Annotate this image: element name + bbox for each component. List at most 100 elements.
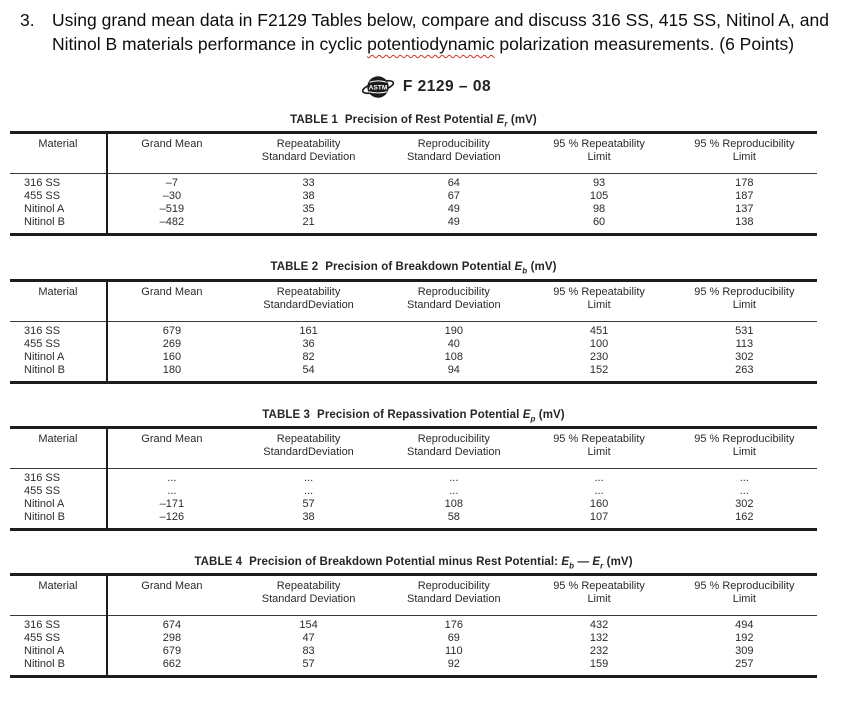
- column-header-line1: Reproducibility: [417, 285, 490, 298]
- column-header-line1: 95 % Reproducibility: [694, 285, 795, 298]
- value-cell: 36: [302, 337, 315, 350]
- column-header-line1: Repeatability: [276, 580, 341, 593]
- column-header-line2: Standard Deviation: [407, 445, 501, 458]
- column-header-line1: Reproducibility: [417, 580, 490, 593]
- material-cell: Nitinol B: [10, 363, 108, 383]
- table-row: Nitinol A –171 57 108 160 302: [10, 497, 817, 511]
- formula-symbol: E: [561, 555, 570, 568]
- header-row: Material Grand Mean Repeatability Standard …: [10, 574, 817, 617]
- value-cell: 432: [589, 619, 609, 632]
- column-header-line1: Repeatability: [276, 138, 341, 151]
- table-body: 316 SS –7 33 64 93 178 455 SS –30 38 67 105 187 Niti…: [10, 173, 817, 235]
- table-body: 316 SS 674 154 176 432 494 455 SS 298 47 69 132 192…: [10, 615, 817, 677]
- column-header-line2: Standard Deviation: [407, 151, 501, 164]
- value-cell: 298: [162, 632, 182, 645]
- column-header-line2: Limit: [587, 593, 611, 606]
- table-label: TABLE 4: [194, 555, 243, 568]
- value-cell: 47: [302, 632, 315, 645]
- value-cell: 232: [589, 645, 609, 658]
- question-text-after: polarization measurements. (6 Points): [494, 34, 795, 54]
- value-cell: 57: [302, 497, 315, 510]
- table-label: TABLE 3: [262, 408, 311, 421]
- value-cell: 162: [735, 510, 754, 523]
- column-header: Repeatability Standard Deviation: [235, 574, 382, 617]
- value-cell: 67: [447, 190, 460, 203]
- formula-subscript: r: [600, 561, 604, 571]
- table-row: Nitinol A 679 83 110 232 309: [10, 645, 817, 659]
- column-header-line1: Grand Mean: [141, 285, 203, 298]
- column-header: 95 % Repeatability Limit: [526, 132, 672, 175]
- column-header-line1: Grand Mean: [141, 138, 203, 151]
- value-cell: 138: [735, 216, 754, 229]
- table-row: 316 SS 679 161 190 451 531: [10, 321, 817, 338]
- table-head: Material Grand Mean Repeatability Standard …: [10, 132, 817, 175]
- column-header: 95 % Reproducibility Limit: [671, 574, 817, 617]
- value-cell: ...: [167, 471, 177, 484]
- material-cell: Nitinol B: [10, 216, 108, 235]
- value-cell: –126: [159, 510, 185, 523]
- column-header: Repeatability StandardDeviation: [235, 280, 382, 322]
- column-header: Material: [10, 427, 108, 469]
- table-row: 455 SS...............: [10, 484, 817, 498]
- value-cell: 178: [735, 177, 754, 190]
- table-row: 316 SS...............: [10, 468, 817, 485]
- material-cell: 455 SS: [10, 190, 108, 204]
- value-cell: –7: [165, 177, 178, 190]
- column-header-line1: Reproducibility: [417, 138, 490, 151]
- column-header-line2: Limit: [587, 445, 611, 458]
- value-cell: 160: [589, 497, 609, 510]
- value-cell: 159: [589, 658, 609, 671]
- table-row: Nitinol A 160 82 108 230 302: [10, 350, 817, 364]
- value-cell: 38: [302, 510, 315, 523]
- column-header-line1: 95 % Repeatability: [553, 138, 645, 151]
- formula-symbol: E: [514, 261, 523, 274]
- column-header: Reproducibility Standard Deviation: [381, 280, 527, 322]
- material-cell: Nitinol B: [10, 658, 108, 677]
- material-cell: 316 SS: [10, 321, 108, 338]
- value-cell: 192: [735, 632, 754, 645]
- formula-symbol: E: [592, 555, 601, 568]
- value-cell: 451: [589, 324, 609, 337]
- value-cell: 113: [735, 337, 754, 350]
- value-cell: 108: [444, 497, 463, 510]
- value-cell: 33: [302, 177, 315, 190]
- value-cell: 662: [162, 658, 182, 671]
- column-header-line2: Standard Deviation: [407, 593, 501, 606]
- value-cell: 110: [445, 645, 463, 658]
- column-header-line2: Standard Deviation: [261, 151, 356, 164]
- value-cell: 263: [735, 363, 754, 376]
- value-cell: –171: [159, 497, 185, 510]
- value-cell: 21: [302, 216, 315, 229]
- value-cell: 82: [302, 350, 315, 363]
- value-cell: 257: [735, 658, 754, 671]
- column-header: Reproducibility Standard Deviation: [381, 132, 527, 175]
- column-header: Material: [10, 280, 108, 322]
- value-cell: ...: [303, 484, 314, 497]
- value-cell: 137: [735, 203, 754, 216]
- value-cell: ...: [594, 471, 604, 484]
- table-section-1: TABLE 1 Precision of Rest Potential Er (m…: [10, 114, 817, 237]
- table-row: 316 SS 674 154 176 432 494: [10, 615, 817, 633]
- value-cell: 105: [589, 190, 609, 203]
- table-row: Nitinol B 662 57 92 159 257: [10, 658, 817, 677]
- value-cell: 180: [162, 363, 182, 376]
- value-cell: ...: [739, 484, 749, 497]
- table-title: TABLE 2 Precision of Breakdown Potential …: [270, 261, 557, 276]
- value-cell: 69: [447, 632, 460, 645]
- value-cell: 54: [302, 363, 315, 376]
- material-cell: 316 SS: [10, 173, 108, 191]
- formula-subscript: p: [530, 413, 536, 423]
- table-row: 316 SS –7 33 64 93 178: [10, 173, 817, 191]
- value-cell: 60: [592, 216, 606, 229]
- value-cell: 187: [735, 190, 754, 203]
- column-header-line1: Repeatability: [276, 285, 341, 298]
- value-cell: 154: [299, 619, 318, 632]
- table-title: TABLE 3 Precision of Repassivation Potent…: [262, 408, 565, 423]
- column-header: 95 % Reproducibility Limit: [671, 427, 817, 469]
- document-header: ASTM F 2129 – 08: [0, 72, 852, 102]
- value-cell: 108: [444, 350, 463, 363]
- table-title: TABLE 1 Precision of Rest Potential Er (m…: [290, 114, 537, 129]
- value-cell: 93: [592, 177, 606, 190]
- value-cell: 309: [735, 645, 754, 658]
